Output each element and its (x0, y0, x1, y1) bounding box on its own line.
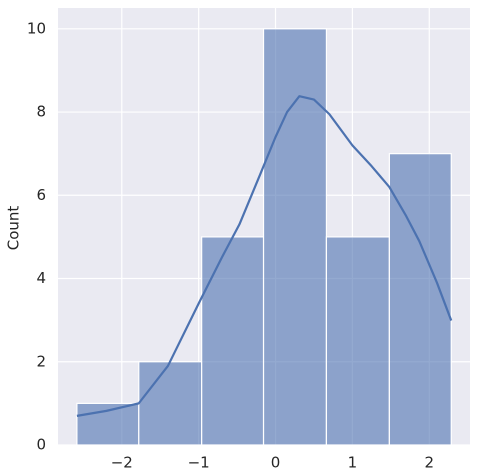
y-tick-label: 4 (36, 269, 46, 287)
kde-line (76, 95, 453, 417)
bar (325, 236, 390, 446)
y-tick-label: 6 (36, 186, 46, 204)
x-tick-label: 1 (348, 454, 358, 472)
x-tick-label: −1 (188, 454, 210, 472)
y-tick-label: 10 (27, 19, 46, 37)
bar (201, 236, 265, 446)
y-tick-label: 0 (36, 436, 46, 454)
x-tick-label: 0 (271, 454, 281, 472)
bar (138, 361, 203, 446)
x-tick-label: −2 (111, 454, 133, 472)
y-axis-label: Count (5, 206, 23, 251)
x-tick-label: 2 (424, 454, 434, 472)
bar (262, 28, 328, 446)
y-tick-label: 8 (36, 103, 46, 121)
bar (388, 153, 452, 446)
y-tick-label: 2 (36, 352, 46, 370)
